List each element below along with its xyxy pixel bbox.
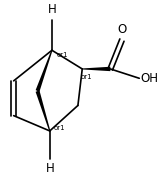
Text: OH: OH — [141, 72, 159, 85]
Text: H: H — [48, 3, 56, 16]
Text: or1: or1 — [81, 74, 92, 80]
Text: or1: or1 — [56, 51, 68, 57]
Polygon shape — [36, 50, 52, 92]
Text: or1: or1 — [53, 125, 65, 131]
Text: O: O — [117, 23, 127, 36]
Text: H: H — [45, 162, 54, 175]
Polygon shape — [36, 90, 50, 131]
Polygon shape — [82, 67, 110, 71]
